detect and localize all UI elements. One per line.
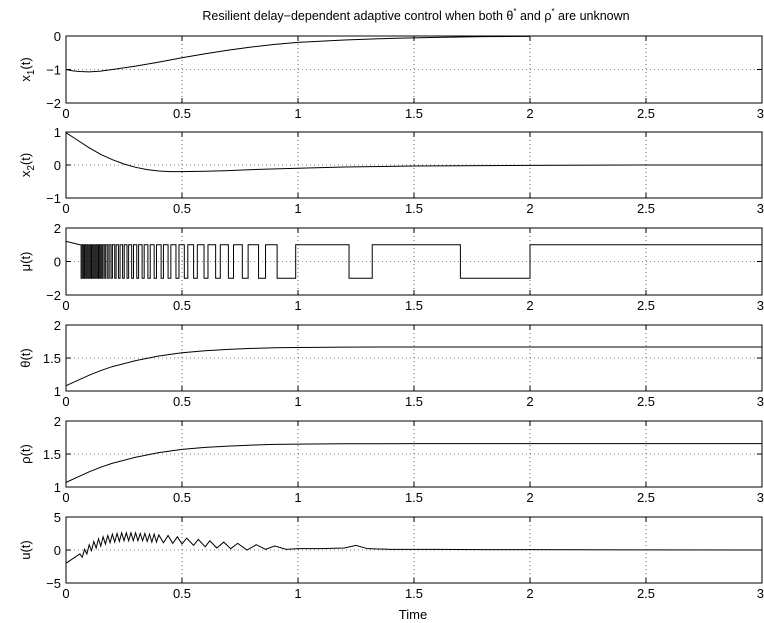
x-tick-label: 2.5 <box>637 586 655 601</box>
title-rho-star: * <box>551 7 554 16</box>
series-line-u <box>65 530 763 564</box>
x-tick-label: 0 <box>62 106 69 121</box>
x-tick-label: 1 <box>294 490 301 505</box>
y-tick-label: 0 <box>54 158 61 173</box>
subplot-mu: 0 0.5 1 1.5 2 2.5 320−2μ(t) <box>18 221 764 313</box>
y-tick-label: −1 <box>46 191 61 206</box>
y-tick-label: 1.5 <box>43 351 61 366</box>
series-line-x2 <box>65 132 762 173</box>
series-line-mu <box>65 240 762 279</box>
y-tick-label: −1 <box>46 63 61 78</box>
series-line-theta <box>65 346 762 387</box>
x-tick-label: 3 <box>757 106 764 121</box>
x-tick-label: 2 <box>526 201 533 216</box>
y-tick-label: 1.5 <box>43 447 61 462</box>
title-prefix: Resilient delay−dependent adaptive contr… <box>202 9 506 23</box>
x-tick-label: 0.5 <box>173 106 191 121</box>
subplot-theta: 0 0.5 1 1.5 2 2.5 3 2 1.5 1 θ(t) <box>18 318 764 409</box>
x-tick-label: 1.5 <box>405 490 423 505</box>
x-tick-label: 2 <box>526 298 533 313</box>
title-theta: θ <box>506 9 513 23</box>
y-tick-label: 1 <box>54 125 61 140</box>
y-axis-label: x2(t) <box>18 153 37 177</box>
subplot-stack: 0 0.5 1 1.5 2 2.5 30−1−2x1(t)0 0.5 1 1.5 2 2.5 310−1… <box>18 29 764 601</box>
x-tick-label: 1 <box>294 586 301 601</box>
x-tick-label: 2 <box>526 394 533 409</box>
y-tick-label: 5 <box>54 510 61 525</box>
series-line-x1 <box>65 35 531 73</box>
x-tick-label: 0.5 <box>173 298 191 313</box>
subplot-x2: 0 0.5 1 1.5 2 2.5 310−1x2(t) <box>18 125 764 216</box>
x-tick-label: 3 <box>757 201 764 216</box>
subplot-x1: 0 0.5 1 1.5 2 2.5 3 0 −1 −2 x1(t) <box>18 29 764 121</box>
x-tick-label: 2.5 <box>637 106 655 121</box>
y-tick-label: 2 <box>54 414 61 429</box>
x-tick-label: 2.5 <box>637 298 655 313</box>
x-tick-label: 0.5 <box>173 201 191 216</box>
x-tick-label: 0 <box>62 586 69 601</box>
x-tick-label: 0.5 <box>173 586 191 601</box>
title-suffix: are unknown <box>555 9 630 23</box>
x-tick-label: 1 <box>294 106 301 121</box>
series-line-rho <box>65 443 762 483</box>
y-axis-label: θ(t) <box>18 348 33 368</box>
x-axis-label: Time <box>399 607 427 622</box>
title-and: and <box>517 9 545 23</box>
x-tick-label: 1.5 <box>405 586 423 601</box>
y-tick-label: −5 <box>46 576 61 591</box>
y-tick-label: 1 <box>54 480 61 495</box>
y-tick-label: 2 <box>54 318 61 333</box>
x-tick-label: 1 <box>294 394 301 409</box>
x-tick-label: 1.5 <box>405 298 423 313</box>
x-tick-label: 1.5 <box>405 106 423 121</box>
x-tick-label: 2.5 <box>637 490 655 505</box>
x-tick-label: 1 <box>294 201 301 216</box>
subplot-u: 0 0.5 1 1.5 2 2.5 350−5u(t) <box>18 510 764 601</box>
x-tick-label: 0.5 <box>173 490 191 505</box>
y-tick-label: 0 <box>54 543 61 558</box>
y-axis-label: μ(t) <box>18 252 33 272</box>
x-tick-label: 3 <box>757 394 764 409</box>
y-tick-label: 1 <box>54 384 61 399</box>
y-tick-label: 0 <box>54 255 61 270</box>
subplot-rho: 0 0.5 1 1.5 2 2.5 3 2 1.5 1 ρ(t) <box>18 414 764 505</box>
x-tick-label: 0 <box>62 394 69 409</box>
y-tick-label: 0 <box>54 29 61 44</box>
x-tick-label: 1.5 <box>405 394 423 409</box>
figure-title: Resilient delay−dependent adaptive contr… <box>202 7 629 23</box>
y-axis-label: x1(t) <box>18 57 37 81</box>
x-tick-label: 0 <box>62 201 69 216</box>
x-tick-label: 3 <box>757 490 764 505</box>
title-theta-star: * <box>513 7 516 16</box>
y-axis-label: ρ(t) <box>18 444 33 464</box>
x-tick-label: 2.5 <box>637 394 655 409</box>
x-tick-label: 0 <box>62 490 69 505</box>
x-tick-label: 2 <box>526 490 533 505</box>
y-tick-label: −2 <box>46 96 61 111</box>
x-tick-label: 2.5 <box>637 201 655 216</box>
x-tick-label: 1.5 <box>405 201 423 216</box>
x-tick-label: 0.5 <box>173 394 191 409</box>
x-tick-label: 2 <box>526 106 533 121</box>
x-tick-label: 3 <box>757 586 764 601</box>
x-tick-label: 1 <box>294 298 301 313</box>
title-rho: ρ <box>544 9 551 23</box>
y-tick-label: 2 <box>54 221 61 236</box>
x-tick-label: 0 <box>62 298 69 313</box>
y-axis-label: u(t) <box>18 540 33 560</box>
x-tick-label: 3 <box>757 298 764 313</box>
y-tick-label: −2 <box>46 288 61 303</box>
x-tick-label: 2 <box>526 586 533 601</box>
